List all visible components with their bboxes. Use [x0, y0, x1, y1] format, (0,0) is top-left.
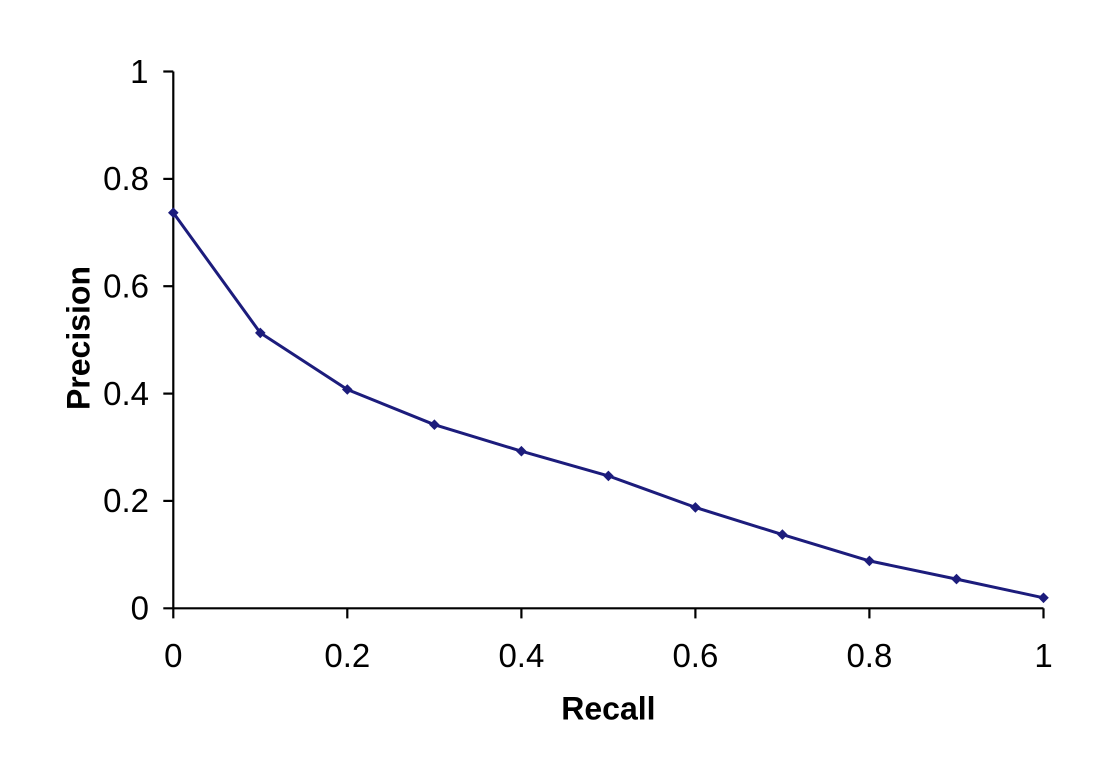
svg-text:0.2: 0.2 — [103, 482, 149, 519]
svg-text:0: 0 — [131, 590, 149, 627]
svg-text:0.4: 0.4 — [498, 637, 544, 674]
svg-text:0: 0 — [164, 637, 182, 674]
svg-text:0.6: 0.6 — [672, 637, 718, 674]
svg-text:1: 1 — [1034, 637, 1052, 674]
svg-text:0.2: 0.2 — [324, 637, 370, 674]
svg-text:0.4: 0.4 — [103, 375, 149, 412]
svg-text:0.6: 0.6 — [103, 268, 149, 305]
svg-text:Recall: Recall — [561, 691, 655, 727]
svg-text:0.8: 0.8 — [103, 160, 149, 197]
svg-text:Precision: Precision — [61, 266, 97, 410]
svg-text:1: 1 — [130, 53, 148, 90]
svg-text:0.8: 0.8 — [846, 637, 892, 674]
